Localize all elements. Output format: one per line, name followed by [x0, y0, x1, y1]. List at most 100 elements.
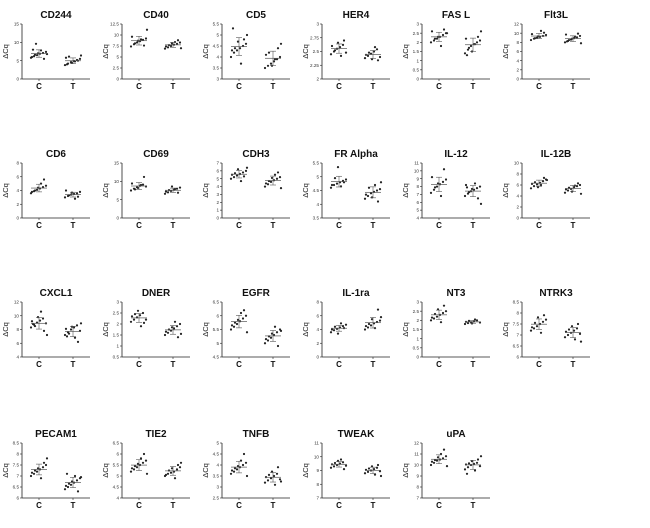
data-point [269, 477, 273, 480]
data-point [563, 336, 567, 339]
data-point [272, 60, 276, 63]
x-tick-label: C [436, 501, 442, 510]
data-point [572, 329, 576, 332]
data-point [465, 472, 469, 475]
panel-1: CD40 ΔCq 0 2.5 5 7.5 10 12.5 C T [101, 10, 190, 91]
data-point [170, 326, 174, 329]
y-axis-label: ΔCq [401, 463, 410, 478]
y-tick-label: 5.5 [213, 22, 220, 27]
data-point [39, 477, 43, 480]
x-tick-label: T [171, 82, 176, 91]
y-tick-label: 7 [516, 333, 519, 338]
y-axis-label: ΔCq [401, 183, 410, 198]
data-point [79, 476, 83, 479]
y-axis-label: ΔCq [501, 322, 510, 337]
data-point [33, 469, 37, 472]
data-point [430, 316, 434, 319]
data-point [463, 194, 467, 198]
x-tick-label: T [171, 360, 176, 369]
y-tick-label: 7 [416, 496, 419, 501]
data-point [475, 187, 479, 190]
data-point [435, 459, 439, 462]
data-point [245, 474, 249, 478]
data-point [73, 336, 77, 339]
panel-0: CD244 ΔCq 0 5 10 15 C T [1, 10, 90, 91]
data-point [342, 468, 346, 471]
data-point [442, 28, 446, 31]
data-point [264, 53, 268, 56]
data-point [339, 458, 343, 461]
panel-16: NT3 ΔCq 0 0.5 1 1.5 2 2.5 3 C T [401, 288, 490, 369]
x-tick-label: T [271, 360, 276, 369]
data-point [232, 470, 236, 473]
data-point [539, 183, 543, 187]
panel-title: CD244 [40, 10, 72, 21]
data-point [436, 456, 440, 459]
data-point [363, 472, 367, 475]
data-point [541, 180, 545, 183]
data-point [164, 473, 168, 476]
y-tick-label: 4 [316, 327, 319, 332]
data-point [133, 465, 137, 468]
data-point [539, 331, 543, 334]
x-tick-label: C [136, 82, 142, 91]
y-axis-label: ΔCq [401, 322, 410, 337]
x-tick-label: T [171, 501, 176, 510]
data-point [233, 321, 237, 324]
y-tick-label: 2.5 [113, 66, 120, 71]
data-point [432, 317, 436, 320]
x-tick-label: T [571, 221, 576, 230]
data-point [242, 38, 246, 41]
y-tick-label: 4 [116, 496, 119, 501]
data-point [341, 461, 345, 464]
y-tick-label: 2 [416, 318, 419, 323]
data-point [39, 310, 43, 313]
data-point [473, 318, 477, 321]
data-point [164, 190, 168, 193]
y-tick-label: 4 [16, 355, 19, 360]
data-point [366, 54, 370, 58]
data-point [139, 183, 143, 187]
x-tick-label: C [136, 221, 142, 230]
data-point [244, 169, 248, 172]
y-tick-label: 7 [416, 192, 419, 197]
data-point [42, 57, 46, 60]
y-tick-label: 1 [416, 58, 419, 63]
data-point [567, 328, 571, 331]
x-tick-label: T [71, 82, 76, 91]
data-point [275, 177, 279, 180]
data-point [38, 319, 42, 322]
data-point [445, 465, 449, 468]
data-point [176, 336, 180, 339]
data-point [532, 327, 536, 330]
y-tick-label: 1.5 [413, 327, 420, 332]
data-point [372, 50, 376, 53]
data-point [378, 188, 382, 191]
y-axis-label: ΔCq [501, 183, 510, 198]
data-point [279, 187, 283, 190]
panel-title: TWEAK [338, 429, 375, 440]
data-point [239, 179, 243, 183]
data-point [175, 42, 179, 45]
data-point [241, 463, 245, 467]
y-tick-label: 6 [16, 174, 19, 179]
y-tick-label: 0.5 [113, 355, 120, 360]
data-point [136, 462, 140, 465]
x-tick-label: C [236, 221, 242, 230]
data-point [379, 181, 383, 184]
y-tick-label: 4.5 [213, 355, 220, 360]
data-point [176, 463, 180, 467]
data-point [373, 183, 377, 187]
y-tick-label: 6.5 [213, 300, 220, 305]
data-point [69, 328, 73, 331]
data-point [475, 319, 479, 322]
y-tick-label: 4 [16, 188, 19, 193]
data-point [129, 320, 133, 323]
data-point [476, 35, 480, 38]
data-point [567, 38, 571, 42]
data-point [73, 197, 77, 200]
data-point [69, 483, 73, 486]
data-point [278, 478, 282, 481]
panel-21: TWEAK ΔCq 7 8 9 10 11 C T [301, 429, 390, 510]
y-tick-label: 12 [14, 300, 20, 305]
